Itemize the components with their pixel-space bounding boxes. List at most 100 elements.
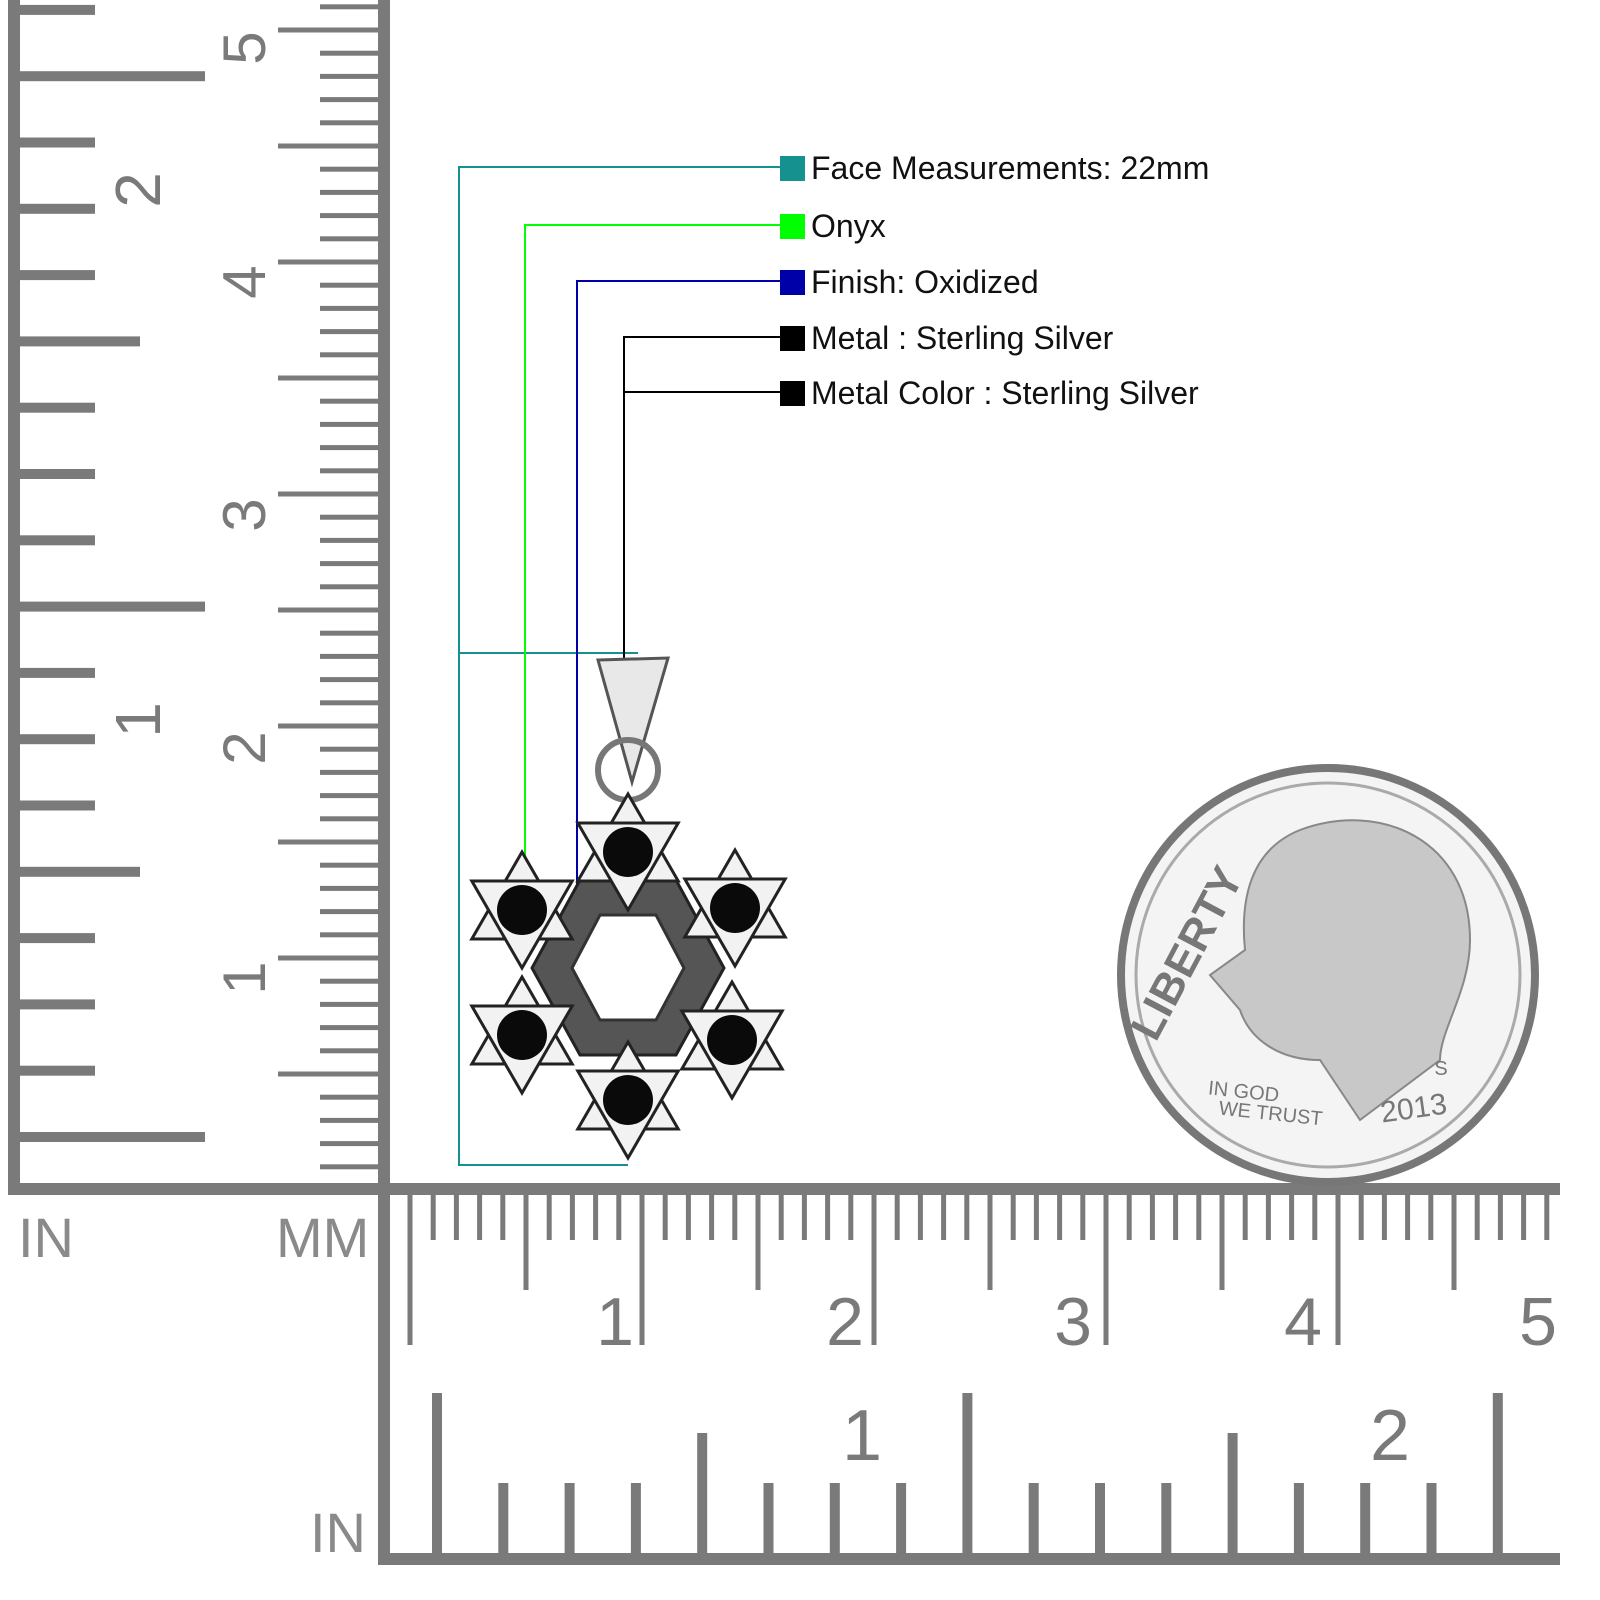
mm-tick [1521,1195,1527,1240]
metal-leader [623,336,780,665]
mm-tick [278,1187,378,1193]
mm-tick [320,1117,378,1123]
mm-unit-label: MM [276,1206,370,1269]
inch-tick [20,866,140,877]
mm-tick [407,1195,413,1345]
inch-number: 1 [102,702,174,738]
inch-tick [564,1483,575,1553]
mm-tick [1033,1195,1039,1240]
onyx-leader [524,224,780,900]
mm-tick [320,978,378,984]
inch-tick [20,203,95,214]
mm-tick [1451,1195,1457,1290]
mm-tick [320,189,378,195]
mm-tick [964,1195,970,1240]
onyx-stone [497,885,547,935]
mm-tick [477,1195,483,1240]
mm-tick [320,213,378,219]
spec-metal-color: Metal Color : Sterling Silver [780,375,1199,411]
mm-number: 2 [826,1284,864,1360]
inch-tick [498,1483,509,1553]
mm-tick [320,50,378,56]
mm-tick [1219,1195,1225,1290]
mm-tick [320,97,378,103]
mm-tick [320,282,378,288]
inch-tick [20,71,205,82]
inch-tick [829,1483,840,1553]
onyx-stone [603,1075,653,1125]
inch-tick [20,1132,205,1142]
mm-tick [569,1195,575,1240]
spec-face-measurements: Face Measurements: 22mm [780,150,1209,186]
mm-tick [1312,1195,1318,1240]
inch-tick [432,1393,442,1553]
inch-tick [697,1433,708,1553]
mm-tick [320,537,378,543]
mm-tick [894,1195,900,1240]
spec-text: Metal Color : Sterling Silver [811,374,1199,411]
mm-tick [1358,1195,1364,1240]
inch-number: 2 [102,172,174,208]
inch-tick [962,1393,973,1553]
mm-tick [320,816,378,822]
mm-tick [732,1195,738,1240]
mm-tick [320,909,378,915]
inch-number: 1 [842,1396,882,1476]
mm-number: 4 [211,265,278,298]
mm-tick [320,329,378,335]
inch-tick [1293,1483,1304,1553]
mm-tick [320,421,378,427]
inch-tick [1028,1483,1039,1553]
mm-tick [320,1025,378,1031]
bottom-ruler-left-edge [378,1183,390,1565]
mm-tick [278,143,378,149]
mm-tick [1149,1195,1155,1240]
mm-tick [662,1195,668,1240]
mm-number: 2 [211,731,278,764]
inch-tick [1492,1393,1503,1553]
teal-swatch-icon [780,155,805,181]
inch-tick [20,469,95,479]
mm-tick [320,1048,378,1054]
mm-tick [320,793,378,799]
mm-number: 3 [211,498,278,531]
bail-icon [596,656,671,788]
bottom-ruler-edge [8,1183,1560,1195]
mm-tick [1126,1195,1132,1240]
mm-tick [1428,1195,1434,1240]
inch-tick [20,999,95,1010]
spec-metal: Metal : Sterling Silver [780,320,1113,356]
inch-tick [20,402,95,413]
mm-tick [500,1195,506,1240]
mm-tick [278,1071,378,1077]
inch-tick [1161,1483,1172,1553]
mm-tick [430,1195,436,1240]
mm-tick [320,677,378,683]
inch-tick [20,800,95,811]
mm-tick [320,653,378,659]
mm-tick [523,1195,529,1290]
mm-tick [320,885,378,891]
mm-tick [616,1195,622,1240]
mm-number: 1 [211,961,278,994]
mm-tick [278,491,378,497]
inch-tick [20,734,95,745]
mm-tick [1289,1195,1295,1240]
spec-text: Finish: Oxidized [811,263,1039,300]
mm-tick [941,1195,947,1240]
green-swatch-icon [780,213,805,239]
onyx-stone [603,827,653,877]
mm-tick [1173,1195,1179,1240]
mm-tick [593,1195,599,1240]
mm-tick [1057,1195,1063,1240]
portrait-relief [1208,819,1472,1122]
mm-tick [1405,1195,1411,1240]
mm-tick [320,4,378,10]
onyx-stone [710,883,760,933]
inch-tick [20,667,95,678]
mm-tick [320,862,378,868]
inch-tick [20,4,95,15]
inch-tick [1095,1483,1105,1553]
